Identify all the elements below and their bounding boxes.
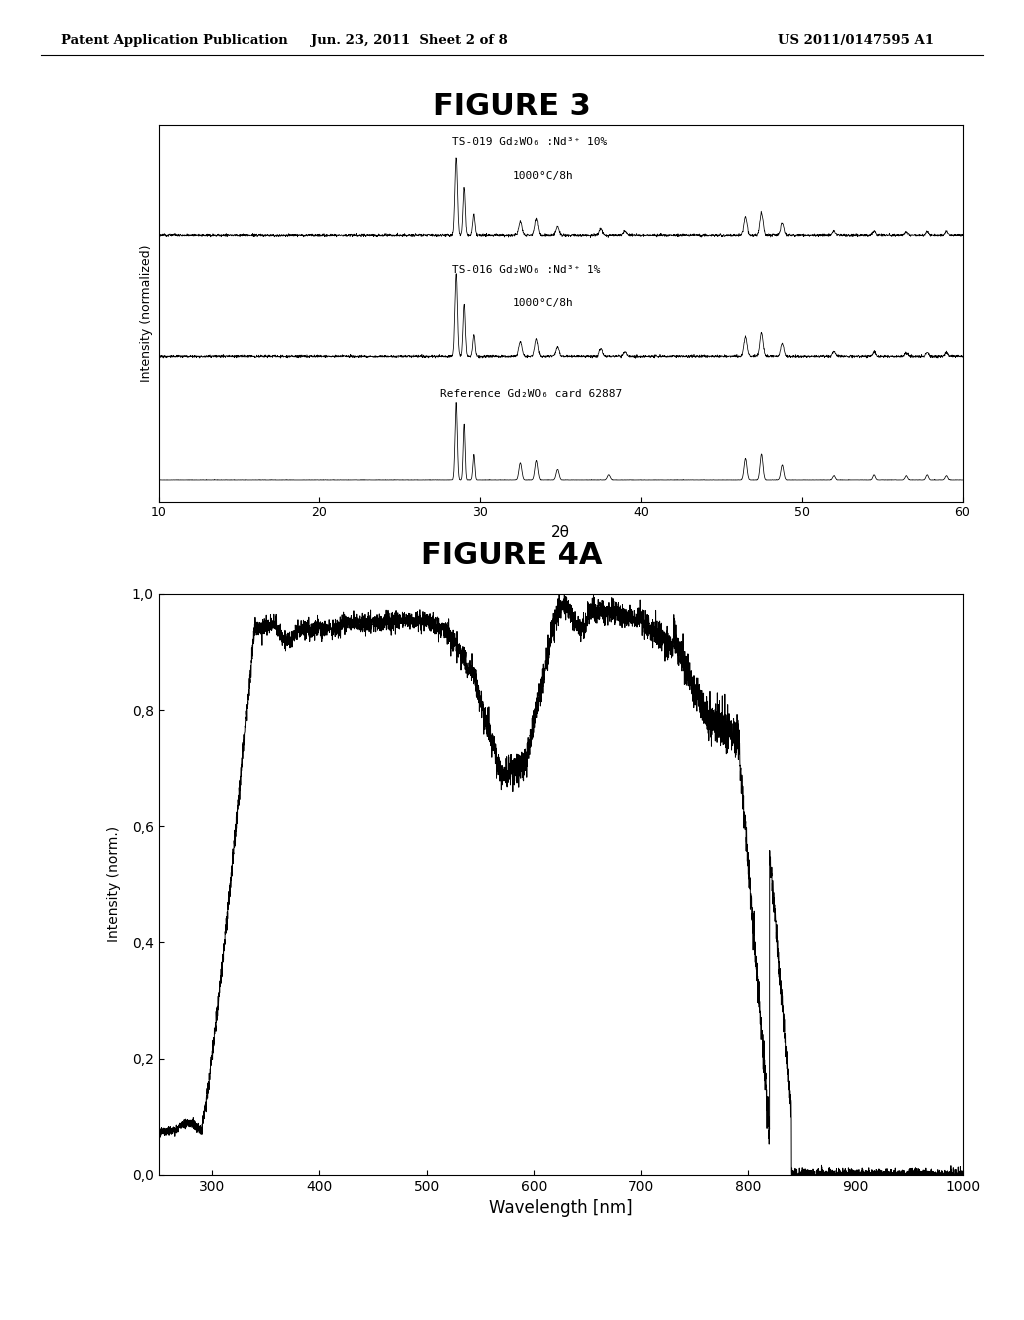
Text: 1000°C/8h: 1000°C/8h xyxy=(512,298,573,309)
Text: FIGURE 4A: FIGURE 4A xyxy=(421,541,603,570)
Y-axis label: Intensity (normalized): Intensity (normalized) xyxy=(140,244,154,383)
X-axis label: Wavelength [nm]: Wavelength [nm] xyxy=(488,1199,633,1217)
Text: Jun. 23, 2011  Sheet 2 of 8: Jun. 23, 2011 Sheet 2 of 8 xyxy=(311,34,508,48)
Text: TS-016 Gd₂WO₆ :Nd³⁺ 1%: TS-016 Gd₂WO₆ :Nd³⁺ 1% xyxy=(453,264,601,275)
Text: FIGURE 3: FIGURE 3 xyxy=(433,92,591,121)
Text: Patent Application Publication: Patent Application Publication xyxy=(61,34,288,48)
Text: Reference Gd₂WO₆ card 62887: Reference Gd₂WO₆ card 62887 xyxy=(440,388,623,399)
Y-axis label: Intensity (norm.): Intensity (norm.) xyxy=(106,826,121,942)
Text: US 2011/0147595 A1: US 2011/0147595 A1 xyxy=(778,34,934,48)
Text: TS-019 Gd₂WO₆ :Nd³⁺ 10%: TS-019 Gd₂WO₆ :Nd³⁺ 10% xyxy=(453,137,607,147)
Text: 1000°C/8h: 1000°C/8h xyxy=(512,170,573,181)
X-axis label: 2θ: 2θ xyxy=(551,525,570,540)
